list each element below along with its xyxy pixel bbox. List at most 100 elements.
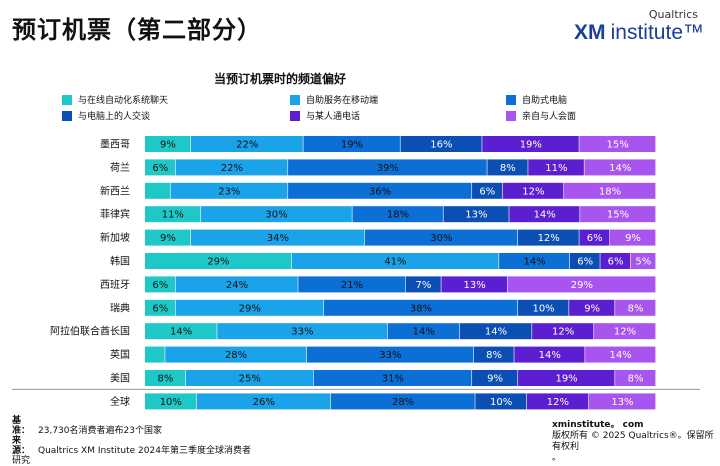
brand-xm-text: XM [574,21,606,44]
bar-segment [323,299,518,316]
bar-segment [303,136,400,152]
brand-qualtrics-text: Qualtrics [648,8,698,21]
data-label: 6% [152,303,168,314]
bar-segment [615,299,656,316]
bar-segment [145,206,201,223]
brand-logo: Qualtrics XM institute™ [574,8,704,45]
legend-label-phone: 与某人通电话 [306,112,361,122]
bar-segment [291,253,499,269]
bar-segment [585,346,656,363]
bar-segment [405,276,441,293]
bar-segment [514,346,585,363]
bar-segment [145,253,292,269]
bar-segment [288,182,472,199]
data-label: 23% [218,186,240,197]
category-label: 美国 [110,372,130,385]
bar-segment [532,323,594,340]
data-label: 8% [500,163,516,174]
data-label: 5% [635,257,651,268]
data-label: 6% [577,257,593,268]
bar-segment [288,159,487,176]
bar-segment [185,370,314,386]
category-label: 英国 [110,348,130,361]
data-label: 13% [465,210,487,221]
footer-source-text: Qualtrics XM Institute 2024年第三季度全球消费者 [38,446,251,456]
data-label: 12% [522,186,544,197]
data-label: 19% [341,140,363,151]
data-label: 6% [152,163,168,174]
category-label: 荷兰 [110,161,130,174]
data-label: 22% [221,163,243,174]
data-label: 16% [430,140,452,151]
data-label: 6% [608,257,624,268]
bar-segment [165,346,307,363]
data-label: 38% [410,303,432,314]
legend-item-computer: 自助式电脑 [506,93,567,106]
category-label: 菲律宾 [100,208,130,221]
bar-segment [526,393,589,410]
category-label: 全球 [110,395,130,408]
data-label: 15% [607,140,629,151]
bar-segment [507,276,656,293]
legend-label-chat-person: 与电脑上的人交谈 [78,112,151,122]
data-label: 13% [611,397,633,408]
brand-institute-text: institute™ [610,21,704,44]
legend-swatch-in-person [506,110,516,121]
legend-item-in-person: 亲自与人会面 [506,109,576,122]
data-label: 13% [463,280,485,291]
bar-segment [441,276,508,293]
footer-base-key: 基准： [12,416,31,436]
data-label: 12% [614,327,636,338]
data-label: 9% [160,233,176,244]
data-label: 10% [532,303,554,314]
legend-label-computer: 自助式电脑 [522,96,568,106]
data-label: 19% [520,140,542,151]
data-label: 34% [267,233,289,244]
bar-segment [145,276,176,293]
data-label: 21% [341,280,363,291]
bar-segment [564,182,656,199]
data-label: 30% [430,233,452,244]
data-label: 9% [584,303,600,314]
legend-item-phone: 与某人通电话 [290,109,360,122]
bar-segment [487,159,528,176]
legend-swatch-computer [506,94,516,105]
data-label: 25% [239,374,261,385]
data-label: 22% [236,140,258,151]
bar-segment [600,253,631,269]
bar-segment [528,159,584,176]
bar-segment [630,253,656,269]
data-label: 10% [160,397,182,408]
bar-segment [298,276,406,293]
bar-segment [190,136,303,152]
data-label: 28% [225,350,247,361]
footer-copyright: 版权所有 © 2025 Qualtrics®。保留所有权利 [552,431,714,452]
data-label: 11% [545,163,567,174]
bar-segment [588,393,656,410]
bar-segment [472,182,503,199]
category-label: 墨西哥 [100,139,130,151]
data-label: 6% [479,186,495,197]
bar-segment [313,370,472,386]
bar-segment [400,136,482,152]
bar-segment [594,323,656,340]
data-label: 18% [387,210,409,221]
bar-segment [518,229,579,246]
bar-segment [145,159,176,176]
data-label: 29% [239,303,261,314]
legend-label-in-person: 亲自与人会面 [522,112,577,122]
data-label: 14% [523,257,545,268]
category-label: 新加坡 [100,231,130,244]
bar-segment [443,206,509,223]
data-label: 14% [413,327,435,338]
legend-swatch-mobile [290,94,300,105]
bar-segment [364,229,518,246]
data-label: 14% [539,350,561,361]
bar-segment [145,370,186,386]
data-label: 6% [587,233,603,244]
footer-base-text: 23,730名消费者遍布23个国家 [38,426,162,436]
data-label: 9% [487,374,503,385]
footer-site: xminstitute。 com [552,420,644,430]
bar-segment [610,229,656,246]
data-label: 12% [552,327,574,338]
